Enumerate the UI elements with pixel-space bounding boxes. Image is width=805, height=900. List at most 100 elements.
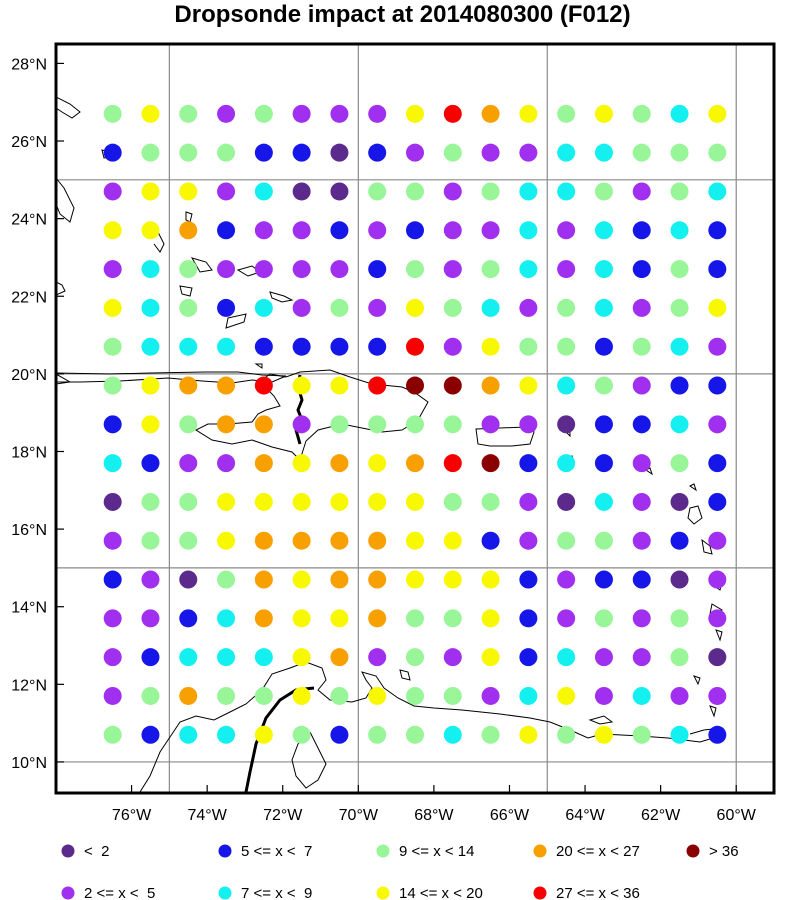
data-point (519, 531, 538, 550)
data-point (406, 182, 424, 201)
data-point (292, 454, 311, 473)
data-point (632, 337, 651, 356)
data-point (594, 376, 613, 395)
data-point (330, 686, 349, 705)
data-point (292, 570, 311, 589)
data-point (443, 454, 462, 473)
data-point (330, 415, 349, 434)
data-point (217, 492, 236, 511)
data-point (217, 260, 236, 279)
data-point (406, 376, 424, 395)
data-point (330, 609, 349, 628)
data-point (179, 221, 198, 240)
data-point (594, 298, 613, 317)
data-point (330, 298, 349, 317)
data-point (179, 609, 198, 628)
data-point (330, 337, 349, 356)
data-point (254, 415, 273, 434)
x-tick-label: 68°W (414, 807, 454, 824)
data-point (443, 221, 462, 240)
data-point (217, 337, 236, 356)
data-point (141, 609, 160, 628)
data-point (594, 609, 613, 628)
x-tick-label: 74°W (188, 807, 228, 824)
data-point (481, 104, 500, 123)
data-point (254, 337, 273, 356)
x-tick-label: 60°W (717, 807, 757, 824)
x-tick-label: 62°W (641, 807, 681, 824)
data-point (557, 570, 576, 589)
data-point (481, 609, 500, 628)
data-point (368, 725, 387, 744)
data-point (368, 104, 387, 123)
data-point (254, 298, 273, 317)
data-point (141, 104, 160, 123)
data-point (708, 686, 727, 705)
y-tick-label: 12°N (11, 677, 47, 694)
data-point (103, 531, 122, 550)
data-point (708, 143, 727, 162)
data-point (519, 492, 538, 511)
data-point (292, 531, 311, 550)
data-point (594, 648, 613, 667)
data-point (103, 143, 122, 162)
data-point (330, 454, 349, 473)
data-point (557, 104, 576, 123)
data-point (330, 104, 349, 123)
coastline-jamaica (56, 373, 72, 385)
data-point (708, 492, 727, 511)
data-point (254, 454, 273, 473)
data-point (670, 725, 689, 744)
data-point (594, 104, 613, 123)
data-point (594, 531, 613, 550)
data-point (406, 725, 424, 744)
data-point (443, 376, 462, 395)
data-point (519, 725, 538, 744)
data-point (632, 104, 651, 123)
legend-swatch (61, 886, 75, 900)
data-point (330, 221, 349, 240)
coastline-south-america (139, 661, 723, 793)
data-point (179, 454, 198, 473)
data-point (103, 648, 122, 667)
data-point (557, 260, 576, 279)
data-point (103, 260, 122, 279)
data-point (330, 531, 349, 550)
data-point (632, 182, 651, 201)
data-point (557, 492, 576, 511)
data-point (443, 260, 462, 279)
data-point (368, 686, 387, 705)
data-point (708, 570, 727, 589)
data-point (217, 376, 236, 395)
data-point (179, 337, 198, 356)
data-point (103, 376, 122, 395)
legend-label: 27 <= x < 36 (556, 885, 640, 900)
data-point (519, 415, 538, 434)
data-point (254, 104, 273, 123)
data-point (443, 648, 462, 667)
data-point (481, 182, 500, 201)
data-point (594, 415, 613, 434)
data-point (670, 570, 689, 589)
data-point (103, 337, 122, 356)
y-tick-label: 26°N (11, 134, 47, 151)
data-point (670, 686, 689, 705)
data-point (594, 454, 613, 473)
data-point (632, 454, 651, 473)
data-point (443, 298, 462, 317)
data-point (443, 104, 462, 123)
data-point (368, 570, 387, 589)
data-point (368, 648, 387, 667)
data-point (557, 143, 576, 162)
data-point (632, 531, 651, 550)
data-point (481, 260, 500, 279)
data-point (481, 298, 500, 317)
data-point (708, 376, 727, 395)
data-point (179, 648, 198, 667)
data-point (481, 143, 500, 162)
data-point (141, 337, 160, 356)
legend-label: 14 <= x < 20 (399, 885, 483, 900)
y-tick-label: 20°N (11, 367, 47, 384)
data-point (179, 415, 198, 434)
